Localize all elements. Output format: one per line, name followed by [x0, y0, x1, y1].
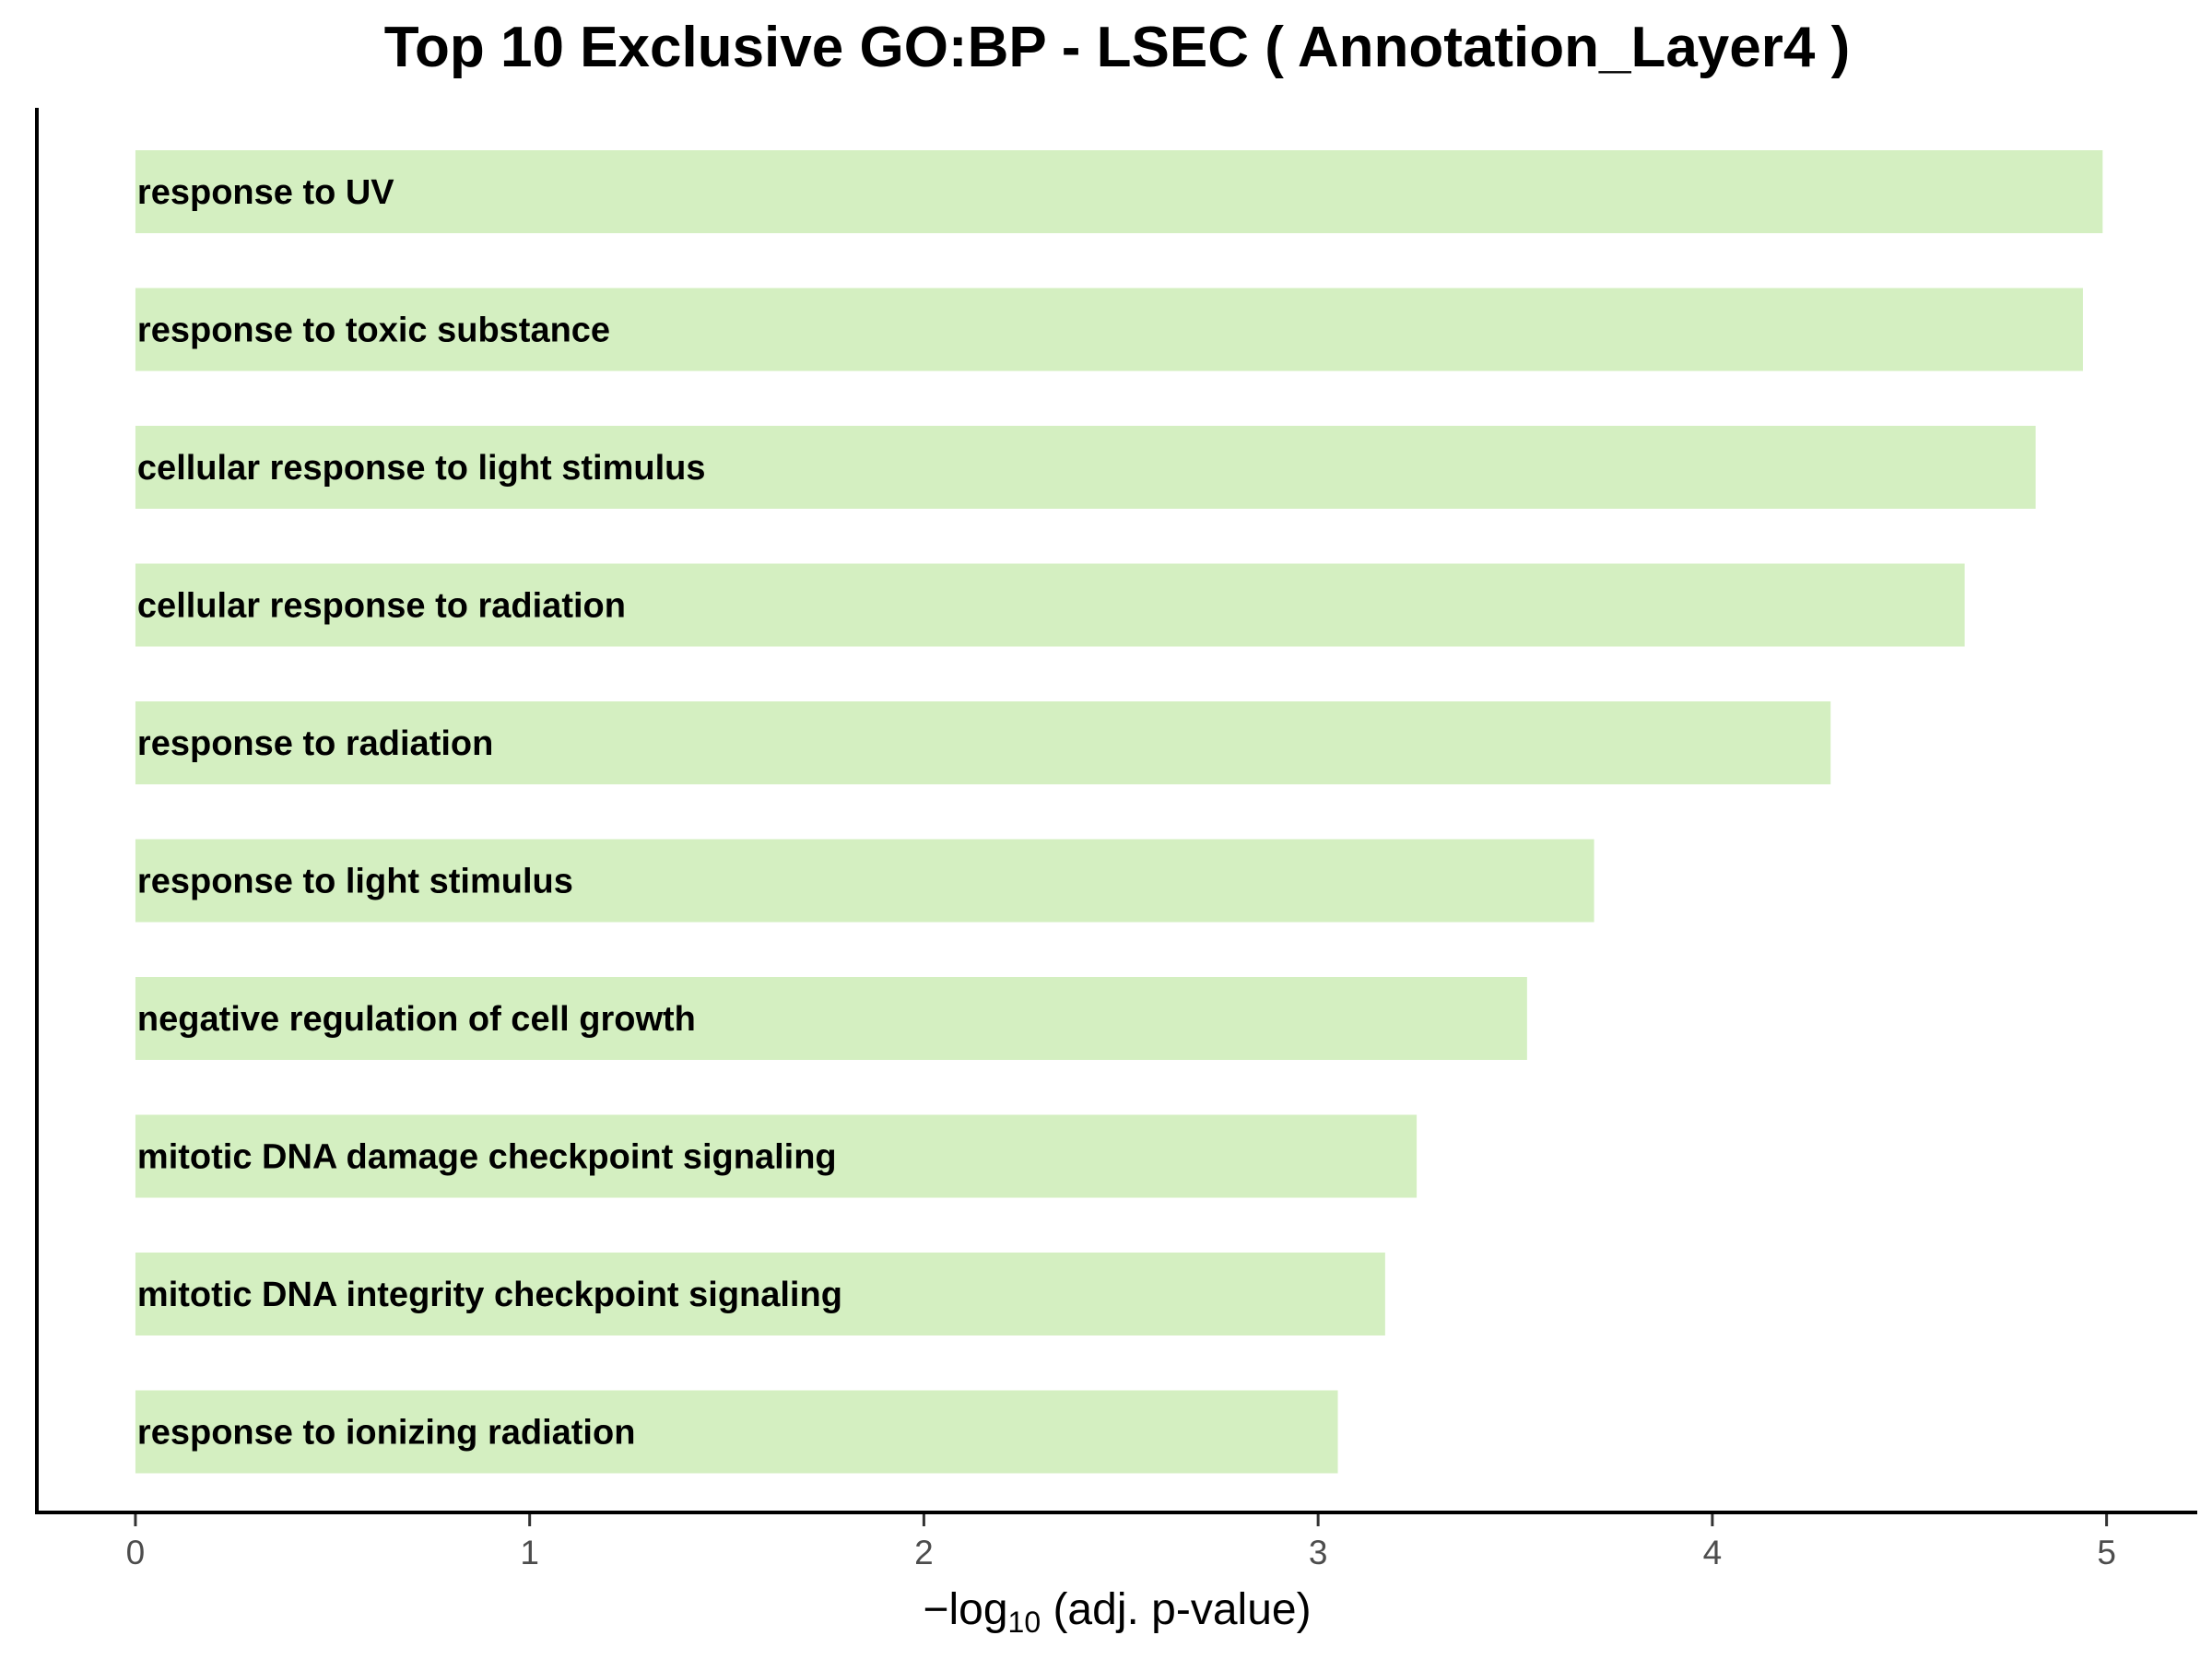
bar-label: response to toxic substance [137, 312, 610, 350]
bar-label: mitotic DNA integrity checkpoint signali… [137, 1276, 842, 1314]
bar-label: cellular response to light stimulus [137, 449, 706, 488]
bar-labels-layer: response to UV response to toxic substanc… [137, 173, 842, 1453]
x-tick-label: 0 [126, 1534, 146, 1571]
x-ticks-layer: 0 1 2 3 4 5 [126, 1514, 2116, 1571]
x-axis-title-subscript: 10 [1008, 1606, 1041, 1639]
x-axis-title: −log10 (adj. p-value) [923, 1585, 1311, 1639]
bar [135, 977, 1527, 1060]
bar-label: response to ionizing radiation [137, 1414, 635, 1453]
bar [135, 150, 2103, 233]
bar [135, 1390, 1338, 1474]
bar [135, 563, 1965, 647]
x-axis-title-suffix: (adj. p-value) [1041, 1585, 1311, 1634]
bar-label: response to radiation [137, 724, 493, 763]
bar [135, 426, 2036, 509]
bar [135, 839, 1594, 923]
x-tick-label: 4 [1703, 1534, 1723, 1571]
bar-label: negative regulation of cell growth [137, 1000, 696, 1039]
bar [135, 288, 2083, 371]
bar [135, 1114, 1418, 1198]
bar [135, 701, 1831, 784]
x-tick-label: 5 [2097, 1534, 2116, 1571]
x-tick-label: 3 [1309, 1534, 1328, 1571]
x-tick-label: 2 [914, 1534, 934, 1571]
x-axis-title-prefix: −log [923, 1585, 1007, 1634]
bar-label: mitotic DNA damage checkpoint signaling [137, 1138, 837, 1177]
bar-label: response to UV [137, 173, 394, 212]
bar-label: cellular response to radiation [137, 587, 626, 626]
bar [135, 1253, 1385, 1335]
bar-label: response to light stimulus [137, 863, 573, 901]
chart-title: Top 10 Exclusive GO:BP - LSEC ( Annotati… [384, 16, 1851, 79]
bars-layer [135, 150, 2103, 1474]
x-tick-label: 1 [520, 1534, 539, 1571]
